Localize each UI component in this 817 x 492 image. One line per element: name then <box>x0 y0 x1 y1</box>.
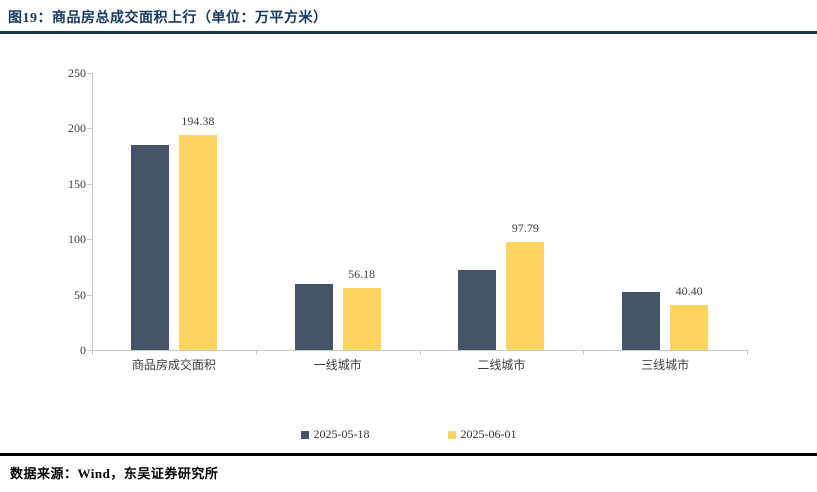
y-axis-tick <box>87 128 92 130</box>
bar-2025-05-18-0 <box>130 145 169 350</box>
value-label: 97.79 <box>511 220 539 235</box>
x-axis-tick <box>747 350 748 355</box>
y-axis-tick <box>87 239 92 241</box>
y-tick-label: 50 <box>74 287 86 302</box>
category-label: 二线城市 <box>477 358 526 372</box>
x-axis-tick <box>255 350 257 355</box>
category-label: 三线城市 <box>641 358 690 372</box>
y-tick-label: 100 <box>68 232 86 247</box>
y-tick-label: 250 <box>68 66 86 80</box>
bar-2025-06-01-0 <box>178 134 217 350</box>
category-label: 一线城市 <box>313 358 362 372</box>
x-axis-tick <box>92 350 93 355</box>
legend-swatch-icon <box>300 430 309 439</box>
legend-swatch-icon <box>447 430 456 439</box>
value-label: 40.40 <box>675 284 703 299</box>
legend-item: 2025-05-18 <box>300 427 370 442</box>
legend-label: 2025-05-18 <box>313 427 370 441</box>
y-axis-tick <box>87 350 92 351</box>
y-axis-tick <box>87 294 92 296</box>
value-label: 194.38 <box>181 113 215 128</box>
y-axis-tick <box>87 183 92 185</box>
bar-2025-06-01-3 <box>670 305 709 350</box>
bar-2025-05-18-3 <box>622 292 661 350</box>
bar-2025-05-18-1 <box>294 283 333 350</box>
y-tick-label: 0 <box>80 343 86 357</box>
bar-2025-05-18-2 <box>458 270 497 350</box>
header-rule <box>0 31 817 34</box>
footer-rule <box>0 453 817 456</box>
y-axis-line <box>92 73 93 350</box>
x-axis-tick <box>583 350 585 355</box>
x-axis-tick <box>419 350 421 355</box>
bar-2025-06-01-1 <box>342 287 381 350</box>
y-axis-tick <box>87 73 92 74</box>
legend-item: 2025-06-01 <box>447 427 517 442</box>
y-tick-label: 200 <box>68 121 86 136</box>
legend-label: 2025-06-01 <box>460 427 517 441</box>
y-tick-label: 150 <box>68 176 86 191</box>
value-label: 56.18 <box>348 266 376 281</box>
chart-legend: 2025-05-18 2025-06-01 <box>0 427 817 442</box>
category-label: 商品房成交面积 <box>131 358 216 372</box>
figure-title: 图19：商品房总成交面积上行（单位：万平方米） <box>8 11 328 26</box>
bar-2025-06-01-2 <box>506 241 545 350</box>
data-source: 数据来源：Wind，东吴证券研究所 <box>10 466 219 481</box>
